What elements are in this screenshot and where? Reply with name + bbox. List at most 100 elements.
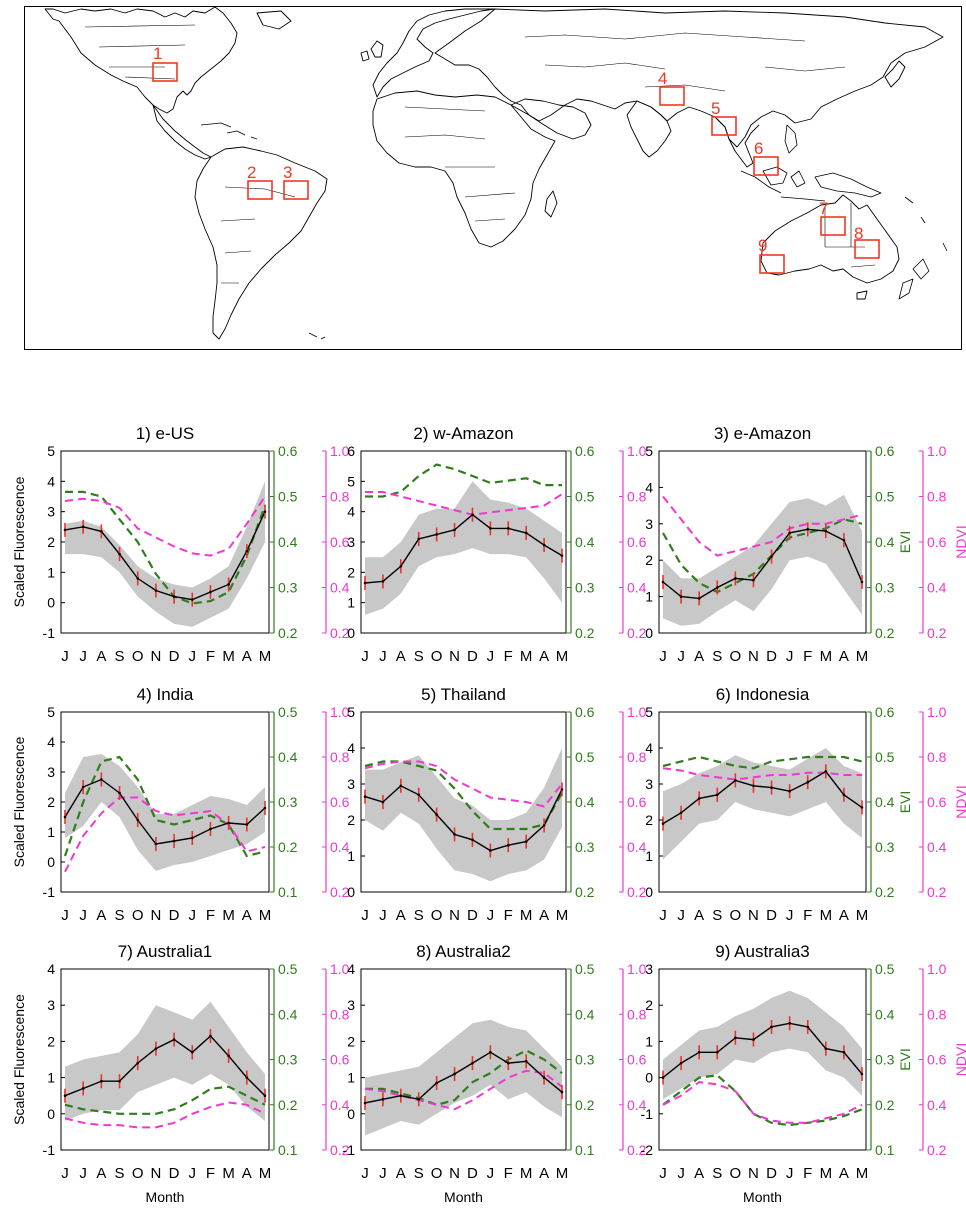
fluorescence-point (63, 528, 67, 532)
fluorescence-point (734, 577, 737, 580)
fluorescence-point (227, 821, 230, 825)
fluorescence-point (770, 786, 773, 789)
x-tick-label: M (222, 1165, 235, 1182)
ndvi-line (64, 796, 266, 873)
ndvi-tick-label: 0.2 (627, 1142, 647, 1158)
ndvi-tick-label: 0.4 (330, 839, 350, 855)
x-tick-label: O (431, 907, 443, 924)
x-tick-label: A (694, 907, 704, 924)
y-tick-label: -1 (343, 1142, 356, 1158)
evi-tick-label: 0.5 (278, 961, 298, 977)
australia-outline (760, 194, 900, 284)
fluorescence-point (860, 580, 864, 584)
y-tick-label: 3 (347, 997, 355, 1013)
x-tick-label: N (748, 1165, 759, 1182)
fluorescence-point (842, 538, 846, 542)
evi-tick-label: 0.6 (875, 704, 895, 720)
ndvi-tick-label: 0.4 (330, 1097, 350, 1113)
japan-outline (884, 60, 906, 88)
fluorescence-point (560, 788, 564, 791)
fluorescence-point (435, 1081, 438, 1085)
north-america-outline (44, 7, 238, 114)
region-label-7: 7 (819, 199, 828, 218)
y-tick-label: 2 (645, 812, 653, 828)
fluorescence-point (172, 595, 176, 598)
x-tick-label: O (431, 648, 443, 665)
y-tick-label: 1 (645, 1033, 653, 1049)
fluorescence-point (227, 1054, 230, 1058)
x-tick-label: N (748, 648, 759, 665)
x-tick-label: J (79, 1165, 87, 1182)
panel-6: 0 1 2 3 4 5 0.2 0.3 0.4 0.5 0.6 EVI 0.2 0.4 0.6 0.8 1.0 N… (645, 685, 966, 924)
x-tick-label: D (467, 907, 478, 924)
y-tick-label: 5 (645, 704, 653, 720)
uncertainty-band (663, 990, 862, 1100)
evi-tick-label: 0.2 (875, 625, 895, 641)
fluorescence-point (417, 793, 421, 797)
y-tick-label: 0 (347, 625, 355, 641)
panel-title: 5) Thailand (421, 685, 506, 704)
panel-title: 6) Indonesia (716, 685, 810, 704)
y-tick-label: 6 (347, 443, 355, 459)
fluorescence-point (679, 595, 683, 598)
evi-tick-label: 0.4 (875, 534, 895, 550)
fluorescence-point (190, 598, 194, 601)
fluorescence-point (118, 1079, 121, 1083)
fluorescence-point (806, 527, 810, 531)
region-box-7 (820, 216, 846, 236)
y-tick-label: 1 (347, 1070, 355, 1086)
x-tick-label: J (361, 648, 369, 665)
plot-frame (658, 450, 867, 634)
x-tick-label: A (96, 648, 106, 665)
fluorescence-point (136, 577, 140, 580)
fluorescence-point (435, 813, 438, 816)
x-tick-label: O (730, 648, 742, 665)
fluorescence-point (81, 525, 85, 529)
fluorescence-line (364, 1051, 563, 1104)
fluorescence-point (560, 554, 564, 557)
indonesia-outline (740, 166, 882, 202)
ndvi-tick-label: 0.6 (627, 1052, 647, 1068)
fluorescence-point (118, 552, 121, 556)
fluorescence-point (381, 800, 385, 804)
fluorescence-point (63, 1094, 67, 1097)
ndvi-line (64, 1101, 266, 1129)
fluorescence-point (560, 1090, 564, 1094)
evi-tick-label: 0.1 (575, 1142, 595, 1158)
evi-tick-label: 0.4 (278, 534, 298, 550)
evi-tick-label: 0.3 (875, 580, 895, 596)
evi-tick-label: 0.5 (575, 961, 595, 977)
x-axis-label: Month (444, 1189, 483, 1205)
x-tick-label: M (520, 907, 533, 924)
y-tick-label: 4 (47, 734, 55, 750)
ndvi-tick-label: 0.2 (927, 884, 947, 900)
y-tick-label: 3 (645, 961, 653, 977)
fluorescence-point (154, 589, 158, 592)
x-tick-label: A (242, 648, 252, 665)
fluorescence-point (263, 510, 267, 513)
ndvi-line (64, 495, 266, 557)
x-tick-label: J (786, 1165, 794, 1182)
ndvi-tick-label: 0.8 (627, 1006, 647, 1022)
x-tick-label: M (556, 648, 569, 665)
y-tick-label: 2 (47, 794, 55, 810)
evi-tick-label: 0.2 (575, 625, 595, 641)
evi-tick-label: 0.1 (875, 1142, 895, 1158)
fluorescence-point (542, 1076, 546, 1079)
x-tick-label: M (856, 907, 869, 924)
region-label-4: 4 (658, 69, 667, 88)
x-tick-label: O (730, 1165, 742, 1182)
region-label-1: 1 (153, 44, 162, 63)
fluorescence-point (715, 1050, 719, 1054)
y-tick-label: 1 (47, 564, 55, 580)
ndvi-axis-label: NDVI (953, 1043, 966, 1076)
fluorescence-point (172, 839, 176, 843)
fluorescence-point (679, 811, 683, 815)
y-tick-label: 4 (347, 740, 355, 756)
y-tick-label: 5 (347, 473, 355, 489)
